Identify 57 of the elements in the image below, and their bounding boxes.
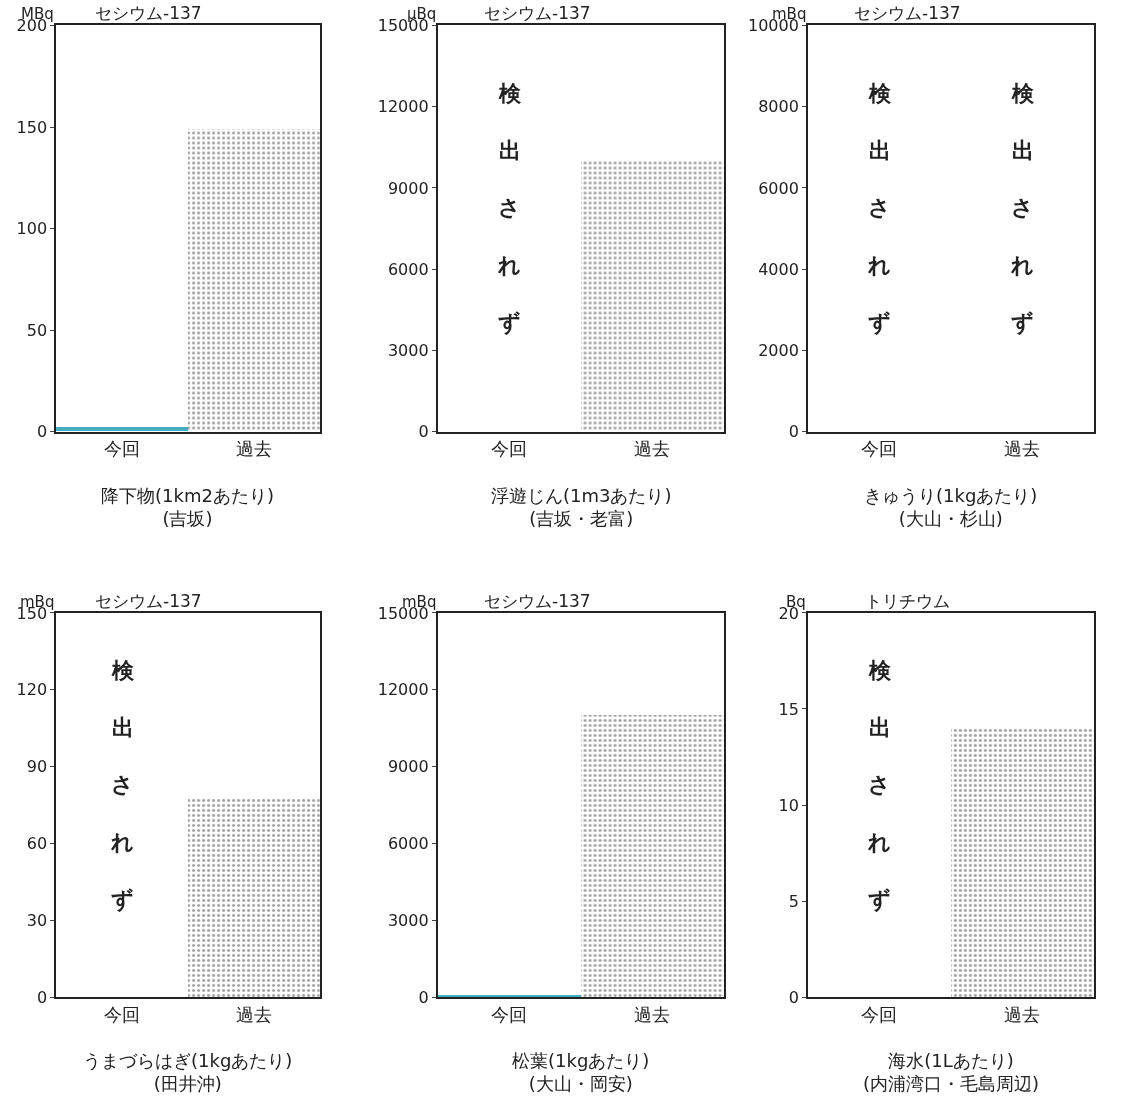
x-tick-label: 今回	[491, 438, 528, 460]
y-tick-label: 12000	[377, 97, 429, 117]
x-axis-title: 降下物(1km2あたり) (吉坂)	[101, 485, 274, 530]
y-tick-label: 150	[16, 117, 48, 137]
x-tick-label: 今回	[104, 1003, 141, 1025]
y-tick-label: 0	[36, 987, 48, 1007]
x-tick-label: 過去	[235, 438, 272, 460]
y-tick-label: 0	[788, 422, 799, 442]
y-tick-label: 6000	[758, 178, 799, 198]
y-tick-label: 9000	[387, 178, 429, 198]
y-tick-label: 2000	[758, 341, 799, 361]
text: 検出されず	[868, 658, 891, 912]
y-tick-label: 3000	[387, 910, 429, 930]
y-tick-label: 60	[26, 834, 48, 854]
y-tick-label: 8000	[758, 97, 799, 117]
x-axis-title: うまづらはぎ(1kgあたり) (田井沖)	[83, 1050, 293, 1095]
x-tick-label: 過去	[634, 438, 671, 460]
chart-title: トリチウム	[865, 591, 950, 611]
x-tick-label: 過去	[1004, 438, 1041, 460]
y-tick-label: 100	[16, 219, 48, 239]
y-tick-label: 4000	[758, 259, 799, 279]
text: 検出されず	[1011, 81, 1034, 335]
y-tick-label: 30	[26, 910, 48, 930]
y-tick-label: 10	[778, 795, 799, 815]
x-tick-label: 今回	[861, 1003, 898, 1025]
chart-title: セシウム-137	[854, 3, 961, 23]
y-tick-label: 5	[788, 891, 799, 911]
y-tick-label: 0	[36, 422, 48, 442]
y-tick-label: 15	[778, 699, 799, 719]
x-tick-label: 今回	[861, 438, 898, 460]
x-tick-label: 今回	[104, 438, 141, 460]
x-tick-label: 過去	[634, 1003, 671, 1025]
y-tick-label: 0	[418, 422, 429, 442]
chart-title: セシウム-137	[484, 591, 591, 611]
y-tick-label: 3000	[387, 341, 429, 361]
x-axis-title: 浮遊じん(1m3あたり) (吉坂・老富)	[491, 485, 672, 530]
chart-title: セシウム-137	[95, 591, 202, 611]
y-tick-label: 6000	[387, 259, 429, 279]
x-axis-title: きゅうり(1kgあたり) (大山・杉山)	[864, 485, 1038, 530]
x-tick-label: 今回	[491, 1003, 528, 1025]
y-tick-label: 0	[788, 987, 799, 1007]
text: 検出されず	[868, 81, 891, 335]
x-axis-title: 海水(1Lあたり) (内浦湾口・毛島周辺)	[863, 1050, 1040, 1095]
chart-title: セシウム-137	[95, 3, 202, 23]
y-tick-label: 0	[418, 987, 429, 1007]
y-tick-label: 6000	[387, 834, 429, 854]
y-tick-label: 120	[16, 680, 48, 700]
x-tick-label: 過去	[235, 1003, 272, 1025]
text: 検出されず	[111, 658, 134, 912]
chart-title: セシウム-137	[484, 3, 591, 23]
x-tick-label: 過去	[1004, 1003, 1041, 1025]
x-axis-title: 松葉(1kgあたり) (大山・岡安)	[512, 1050, 650, 1095]
y-tick-label: 90	[26, 757, 48, 777]
y-tick-label: 12000	[377, 680, 429, 700]
text: 検出されず	[498, 81, 521, 335]
y-tick-label: 9000	[387, 757, 429, 777]
y-tick-label: 50	[26, 320, 48, 340]
